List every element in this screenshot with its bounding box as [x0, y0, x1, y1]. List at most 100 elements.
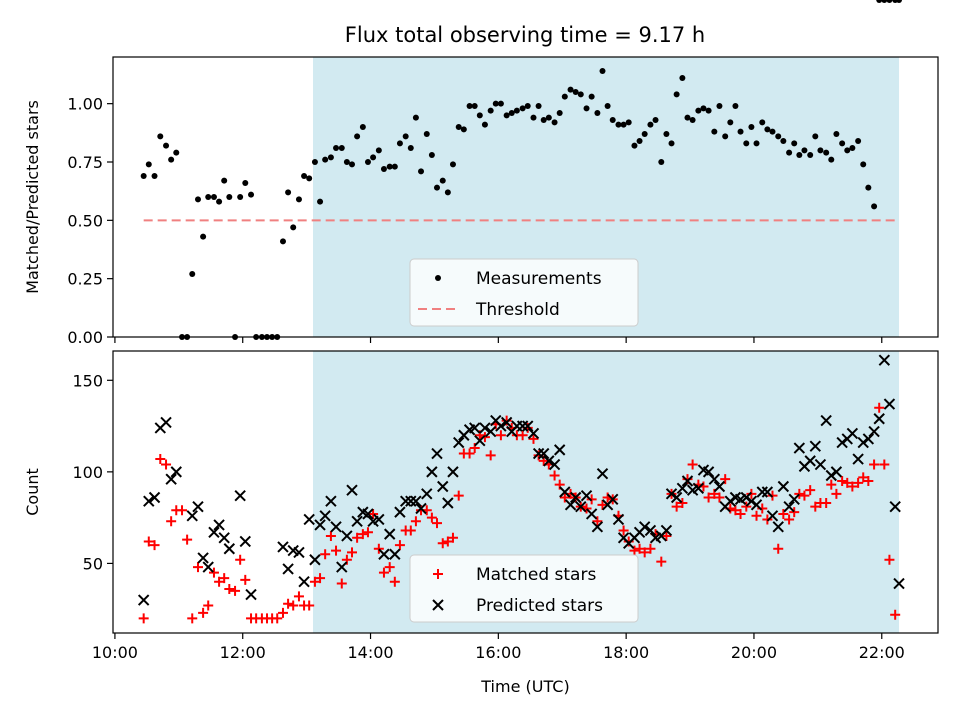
- measurement-point: [396, 140, 403, 147]
- predicted-point: [213, 519, 225, 531]
- predicted-point: [559, 486, 571, 498]
- top-marks: [140, 0, 903, 340]
- matched-point: [853, 477, 864, 488]
- measurement-point: [855, 138, 862, 144]
- predicted-point: [378, 548, 390, 560]
- matched-point: [357, 529, 368, 540]
- measurement-point: [226, 194, 233, 200]
- measurement-point: [513, 107, 520, 114]
- measurement-point: [327, 154, 334, 161]
- matched-point: [304, 600, 315, 611]
- predicted-point: [330, 521, 342, 533]
- top-ytick-label: 0.75: [67, 153, 103, 172]
- predicted-point: [484, 425, 497, 438]
- predicted-point: [421, 488, 433, 500]
- matched-point: [879, 459, 890, 470]
- predicted-point: [591, 521, 604, 533]
- predicted-point: [298, 576, 310, 588]
- matched-point: [629, 545, 640, 556]
- measurement-point: [620, 121, 627, 128]
- matched-point: [182, 534, 193, 545]
- bottom-legend-box: [409, 554, 639, 623]
- predicted-point: [325, 495, 337, 507]
- measurement-point: [402, 133, 409, 140]
- measurement-point: [684, 114, 691, 121]
- matched-point: [177, 505, 188, 516]
- predicted-point: [410, 495, 422, 507]
- predicted-point: [766, 510, 779, 522]
- predicted-point: [453, 436, 465, 449]
- measurement-point: [812, 133, 819, 140]
- matched-point: [549, 470, 560, 481]
- predicted-point: [852, 453, 864, 465]
- measurement-point: [449, 161, 456, 168]
- matched-point: [378, 567, 389, 578]
- matched-point: [645, 543, 656, 554]
- predicted-point: [341, 530, 353, 542]
- measurement-point: [412, 114, 419, 121]
- predicted-point: [137, 594, 150, 606]
- predicted-point: [234, 489, 246, 502]
- measurement-point: [497, 100, 504, 107]
- bottom-axes: 50 100 150 10:00 12:00 14:00 16:00 18:00 20:00 22…: [72, 350, 939, 662]
- predicted-point: [713, 480, 726, 493]
- measurement-point: [764, 126, 771, 133]
- predicted-point: [750, 499, 763, 511]
- matched-legend-marker: [433, 569, 443, 579]
- measurement-point: [524, 103, 531, 109]
- measurement-point: [359, 124, 366, 130]
- measurement-point: [609, 117, 616, 123]
- measurement-point: [237, 194, 244, 200]
- matched-point: [394, 540, 405, 551]
- matched-point: [368, 508, 379, 519]
- matched-point: [821, 497, 832, 508]
- matched-point: [831, 488, 842, 499]
- predicted-point: [495, 420, 507, 432]
- x-tick-label: 10:00: [92, 643, 138, 662]
- measurement-point: [301, 173, 308, 179]
- predicted-point: [756, 486, 768, 498]
- measurement-point: [540, 117, 547, 123]
- measurement-point: [625, 119, 632, 126]
- measurement-point: [807, 152, 814, 158]
- measurement-point: [386, 163, 393, 170]
- predicted-point: [362, 508, 374, 520]
- matched-point: [155, 454, 166, 465]
- matched-point: [240, 574, 251, 585]
- measurement-point: [775, 133, 782, 140]
- measurement-point: [865, 184, 872, 191]
- predicted-point: [548, 458, 561, 471]
- predicted-point: [293, 546, 305, 559]
- predicted-point: [564, 499, 577, 511]
- matched-point: [442, 536, 453, 547]
- measurement-point: [492, 100, 499, 107]
- matched-point: [384, 562, 395, 573]
- predicted-point: [383, 528, 396, 540]
- measurement-point: [631, 142, 638, 149]
- measurement-point: [737, 128, 744, 135]
- predicted-point: [724, 495, 737, 507]
- predicted-point: [468, 422, 481, 434]
- measurement-point: [221, 177, 228, 184]
- predicted-point: [660, 524, 673, 537]
- predicted-point: [522, 420, 534, 432]
- measurement-point: [673, 91, 680, 98]
- matched-point: [884, 554, 895, 565]
- predicted-point: [148, 491, 161, 504]
- measurement-point: [727, 119, 734, 126]
- predicted-point: [825, 469, 837, 482]
- predicted-point: [612, 513, 625, 526]
- measurement-point: [439, 177, 446, 184]
- matched-point: [703, 492, 714, 503]
- predicted-point: [638, 521, 651, 533]
- measurement-point: [200, 233, 207, 240]
- measurement-point: [168, 156, 175, 163]
- measurement-point: [290, 224, 297, 231]
- x-tick-label: 14:00: [347, 643, 393, 662]
- predicted-point: [165, 473, 177, 485]
- predicted-point: [665, 488, 678, 500]
- matched-point: [784, 514, 795, 525]
- measurement-point: [551, 119, 558, 126]
- measurement-point: [743, 140, 750, 147]
- measurement-point: [242, 180, 249, 186]
